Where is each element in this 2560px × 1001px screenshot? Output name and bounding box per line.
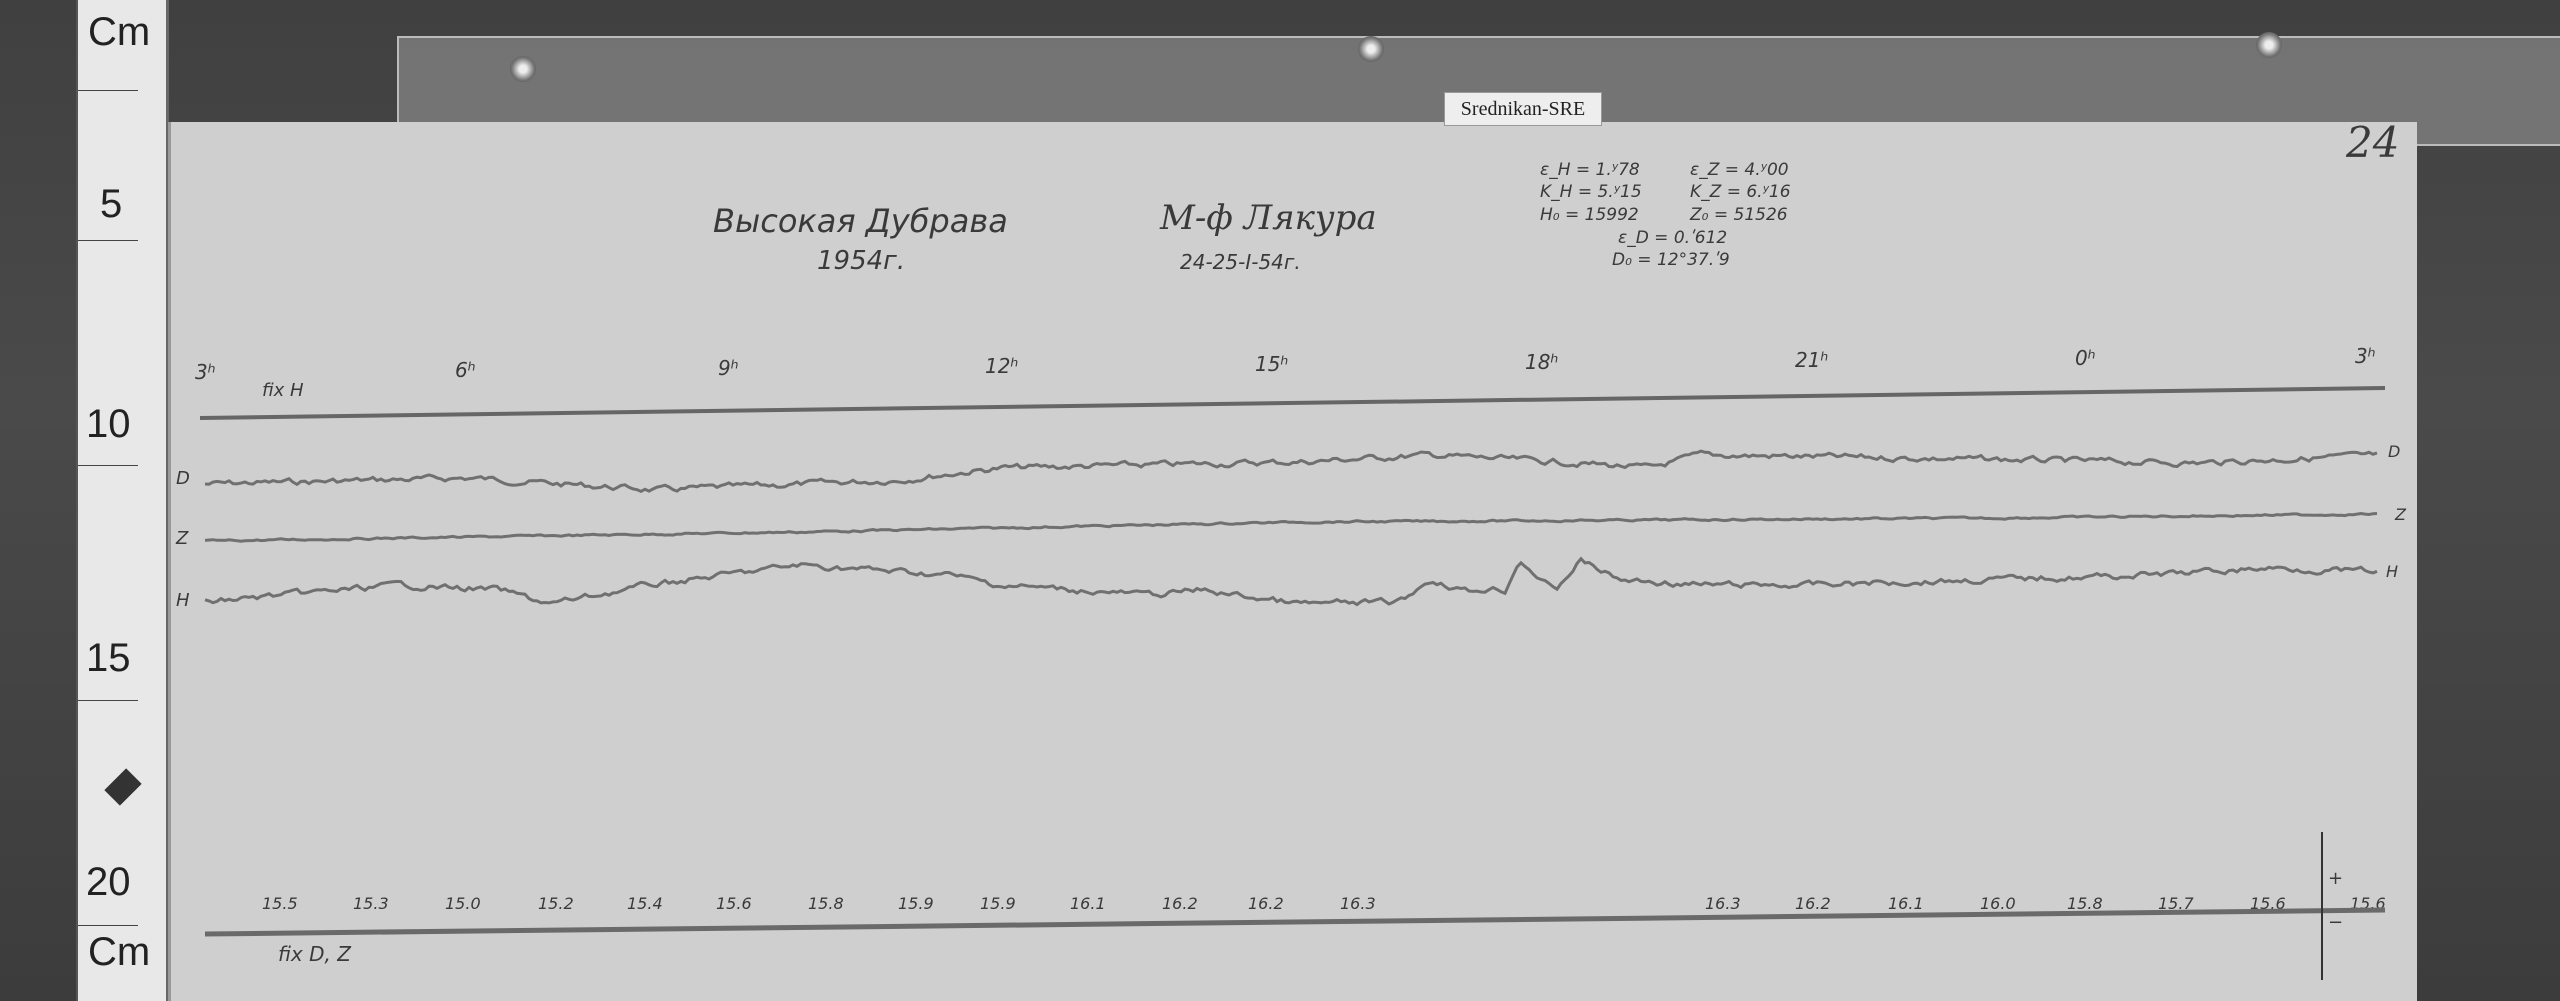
trace-label-h-right: H (2386, 562, 2399, 581)
temperature-reading: 15.9 (898, 894, 934, 913)
hour-label: 21ʰ (1795, 348, 1829, 372)
temperature-reading: 15.3 (353, 894, 389, 913)
magnetometer-label: М-ф Лякура (1160, 198, 1377, 238)
ruler-mark: 5 (100, 182, 123, 226)
constant: H₀ = 15992 (1540, 205, 1639, 225)
constant: K_Z = 6.ʸ16 (1690, 182, 1791, 202)
temperature-reading: 15.5 (262, 894, 298, 913)
constant: D₀ = 12°37.ʹ9 (1612, 250, 1730, 270)
hour-label: 9ʰ (718, 356, 739, 380)
screw-icon (1358, 36, 1384, 62)
trace-label-d-right: D (2388, 442, 2401, 461)
hour-label: 6ʰ (455, 358, 476, 382)
screw-icon (2256, 32, 2282, 58)
temperature-reading: 16.2 (1162, 894, 1198, 913)
record-dates: 24-25-I-54г. (1180, 250, 1301, 274)
station-tag: Srednikan-SRE (1444, 92, 1602, 126)
ruler-mark: 20 (86, 860, 131, 904)
ruler-unit-bottom: Cm (88, 930, 151, 974)
hour-label: 3ʰ (195, 360, 216, 384)
ruler: Cm 5 10 15 20 Cm (76, 0, 169, 1001)
temperature-reading: 16.2 (1795, 894, 1831, 913)
temperature-reading: 15.4 (627, 894, 663, 913)
sheet-number: 24 (2346, 118, 2400, 167)
temperature-reading: 15.6 (716, 894, 752, 913)
screw-icon (510, 56, 536, 82)
trace-label-h: H (176, 590, 190, 611)
temperature-reading: 15.7 (2158, 894, 2194, 913)
scale-plus: + (2328, 868, 2344, 889)
trace-label-z: Z (176, 528, 189, 549)
station-name: Высокая Дубрава (713, 202, 1008, 240)
temperature-reading: 16.3 (1340, 894, 1376, 913)
constant: Z₀ = 51526 (1690, 205, 1788, 225)
hour-label: 0ʰ (2075, 346, 2096, 370)
temperature-reading: 15.2 (538, 894, 574, 913)
magnetogram-sheet (168, 122, 2417, 1001)
ruler-unit-top: Cm (88, 10, 151, 54)
constant: ε_H = 1.ʸ78 (1540, 160, 1640, 180)
temperature-reading: 16.2 (1248, 894, 1284, 913)
hour-label: 12ʰ (985, 354, 1019, 378)
trace-d (204, 449, 2378, 494)
constant: ε_Z = 4.ʸ00 (1690, 160, 1789, 180)
ruler-mark: 10 (86, 402, 131, 446)
fix-dz-label: fix D, Z (278, 942, 351, 966)
temperature-reading: 16.1 (1070, 894, 1106, 913)
constant: K_H = 5.ʸ15 (1540, 182, 1642, 202)
temperature-baseline (204, 907, 2386, 937)
fix-h-label: fix H (262, 380, 304, 401)
station-year: 1954г. (817, 246, 906, 276)
hour-label: 18ʰ (1525, 350, 1559, 374)
temperature-reading: 15.0 (445, 894, 481, 913)
time-baseline (199, 386, 2386, 420)
trace-label-d: D (176, 468, 190, 489)
temperature-reading: 15.9 (980, 894, 1016, 913)
temperature-reading: 15.8 (2067, 894, 2103, 913)
ruler-mark: 15 (86, 636, 131, 680)
trace-z (204, 511, 2378, 543)
temperature-reading: 15.6 (2250, 894, 2286, 913)
hour-label: 15ʰ (1255, 352, 1289, 376)
temperature-reading: 15.8 (808, 894, 844, 913)
temperature-reading: 16.3 (1705, 894, 1741, 913)
constant: ε_D = 0.ʹ612 (1618, 228, 1728, 248)
scale-minus: − (2328, 912, 2344, 933)
trace-h (204, 556, 2378, 607)
hour-label: 3ʰ (2355, 344, 2376, 368)
trace-label-z-right: Z (2395, 505, 2406, 524)
temperature-reading: 16.0 (1980, 894, 2016, 913)
temperature-reading: 16.1 (1888, 894, 1924, 913)
